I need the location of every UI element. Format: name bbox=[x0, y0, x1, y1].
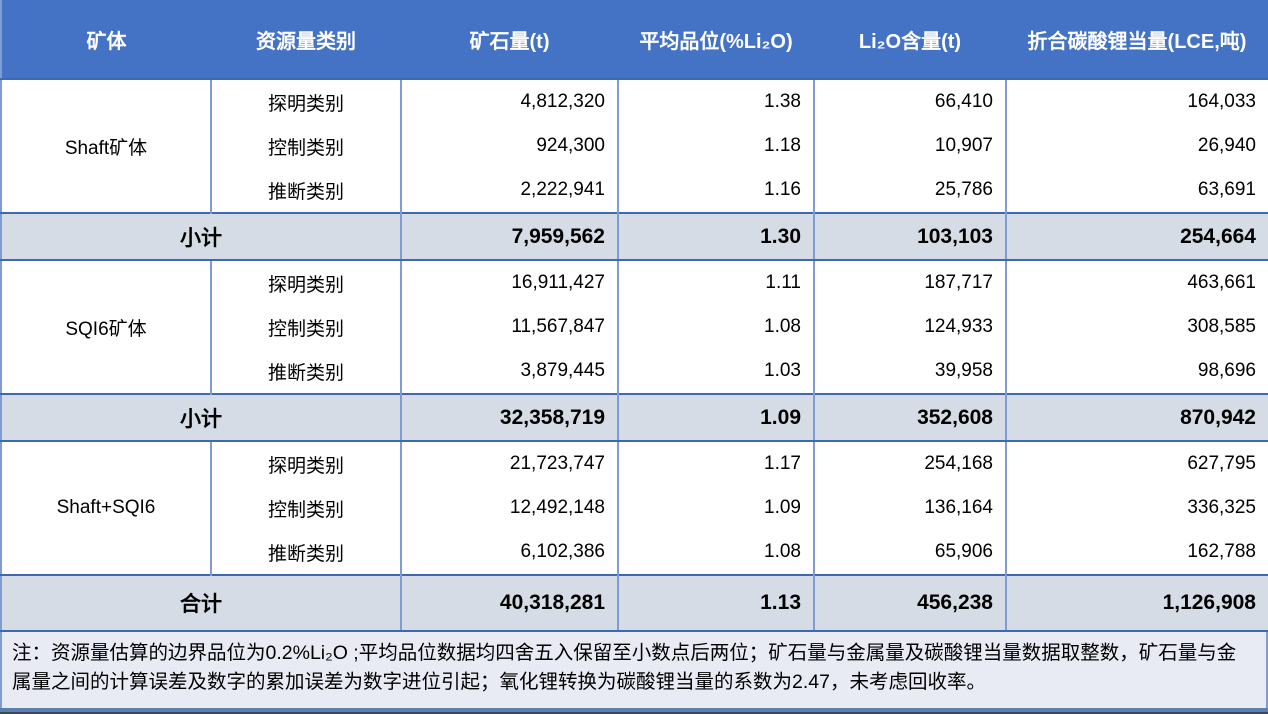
cell-category: 控制类别 bbox=[210, 486, 401, 530]
subtotal-label: 小计 bbox=[1, 212, 401, 261]
cell-grade: 1.11 bbox=[617, 260, 814, 305]
cell-grade: 1.17 bbox=[617, 441, 814, 486]
cell-ore-quantity: 4,812,320 bbox=[400, 79, 618, 124]
table-row: 控制类别 11,567,847 1.08 124,933 308,585 bbox=[1, 305, 1268, 349]
grand-total-row: 合计 40,318,281 1.13 456,238 1,126,908 bbox=[1, 574, 1268, 632]
cell-lce: 308,585 bbox=[1005, 305, 1268, 349]
subtotal-row: 小计 32,358,719 1.09 352,608 870,942 bbox=[1, 393, 1268, 442]
table-row: 控制类别 924,300 1.18 10,907 26,940 bbox=[1, 124, 1268, 168]
cell-category: 推断类别 bbox=[210, 168, 401, 213]
cell-grade: 1.09 bbox=[617, 486, 814, 530]
ore-body-name: Shaft+SQI6 bbox=[1, 441, 211, 575]
cell-ore-quantity: 6,102,386 bbox=[400, 530, 618, 575]
header-ore-quantity: 矿石量(t) bbox=[401, 0, 618, 80]
cell-li2o: 10,907 bbox=[813, 124, 1006, 168]
cell-li2o: 39,958 bbox=[813, 349, 1006, 394]
cell-grade: 1.08 bbox=[617, 305, 814, 349]
total-grade: 1.13 bbox=[617, 574, 814, 632]
resource-table: 矿体 资源量类别 矿石量(t) 平均品位(%Li₂O) Li₂O含量(t) 折合… bbox=[0, 0, 1268, 632]
subtotal-ore-quantity: 32,358,719 bbox=[400, 393, 618, 442]
cell-category: 探明类别 bbox=[210, 441, 401, 486]
cell-category: 推断类别 bbox=[210, 349, 401, 394]
footnote: 注：资源量估算的边界品位为0.2%Li₂O ;平均品位数据均四舍五入保留至小数点… bbox=[0, 632, 1268, 708]
cell-li2o: 187,717 bbox=[813, 260, 1006, 305]
subtotal-lce: 870,942 bbox=[1005, 393, 1268, 442]
cell-li2o: 25,786 bbox=[813, 168, 1006, 213]
group-shaft: Shaft矿体 探明类别 4,812,320 1.38 66,410 164,0… bbox=[1, 79, 1268, 261]
header-average-grade: 平均品位(%Li₂O) bbox=[618, 0, 814, 80]
header-li2o-content: Li₂O含量(t) bbox=[814, 0, 1006, 80]
cell-grade: 1.16 bbox=[617, 168, 814, 213]
subtotal-label: 小计 bbox=[1, 393, 401, 442]
subtotal-grade: 1.30 bbox=[617, 212, 814, 261]
bottom-rule bbox=[0, 708, 1268, 712]
header-row: 矿体 资源量类别 矿石量(t) 平均品位(%Li₂O) Li₂O含量(t) 折合… bbox=[1, 0, 1268, 80]
table-header: 矿体 资源量类别 矿石量(t) 平均品位(%Li₂O) Li₂O含量(t) 折合… bbox=[1, 0, 1268, 80]
cell-ore-quantity: 16,911,427 bbox=[400, 260, 618, 305]
table-row: 推断类别 2,222,941 1.16 25,786 63,691 bbox=[1, 168, 1268, 213]
cell-grade: 1.03 bbox=[617, 349, 814, 394]
cell-lce: 98,696 bbox=[1005, 349, 1268, 394]
cell-lce: 463,661 bbox=[1005, 260, 1268, 305]
header-resource-category: 资源量类别 bbox=[211, 0, 401, 80]
subtotal-li2o: 352,608 bbox=[813, 393, 1006, 442]
table-row: 推断类别 3,879,445 1.03 39,958 98,696 bbox=[1, 349, 1268, 394]
table-row: Shaft矿体 探明类别 4,812,320 1.38 66,410 164,0… bbox=[1, 79, 1268, 213]
subtotal-row: 小计 7,959,562 1.30 103,103 254,664 bbox=[1, 212, 1268, 261]
cell-ore-quantity: 11,567,847 bbox=[400, 305, 618, 349]
group-sqi6: SQI6矿体 探明类别 16,911,427 1.11 187,717 463,… bbox=[1, 260, 1268, 442]
table-row: SQI6矿体 探明类别 16,911,427 1.11 187,717 463,… bbox=[1, 260, 1268, 394]
cell-category: 控制类别 bbox=[210, 124, 401, 168]
grand-total-label: 合计 bbox=[1, 574, 401, 632]
cell-category: 探明类别 bbox=[210, 260, 401, 305]
cell-ore-quantity: 2,222,941 bbox=[400, 168, 618, 213]
total-li2o: 456,238 bbox=[813, 574, 1006, 632]
subtotal-ore-quantity: 7,959,562 bbox=[400, 212, 618, 261]
group-combined: Shaft+SQI6 探明类别 21,723,747 1.17 254,168 … bbox=[1, 441, 1268, 632]
cell-li2o: 254,168 bbox=[813, 441, 1006, 486]
total-lce: 1,126,908 bbox=[1005, 574, 1268, 632]
table-row: Shaft+SQI6 探明类别 21,723,747 1.17 254,168 … bbox=[1, 441, 1268, 575]
cell-ore-quantity: 21,723,747 bbox=[400, 441, 618, 486]
cell-ore-quantity: 3,879,445 bbox=[400, 349, 618, 394]
subtotal-lce: 254,664 bbox=[1005, 212, 1268, 261]
cell-lce: 627,795 bbox=[1005, 441, 1268, 486]
table-row: 推断类别 6,102,386 1.08 65,906 162,788 bbox=[1, 530, 1268, 575]
header-lce-equivalent: 折合碳酸锂当量(LCE,吨) bbox=[1006, 0, 1268, 80]
subtotal-grade: 1.09 bbox=[617, 393, 814, 442]
cell-li2o: 65,906 bbox=[813, 530, 1006, 575]
cell-lce: 164,033 bbox=[1005, 79, 1268, 124]
cell-li2o: 124,933 bbox=[813, 305, 1006, 349]
subtotal-li2o: 103,103 bbox=[813, 212, 1006, 261]
cell-lce: 63,691 bbox=[1005, 168, 1268, 213]
total-ore-quantity: 40,318,281 bbox=[400, 574, 618, 632]
cell-grade: 1.38 bbox=[617, 79, 814, 124]
cell-ore-quantity: 924,300 bbox=[400, 124, 618, 168]
header-ore-body: 矿体 bbox=[1, 0, 211, 80]
cell-lce: 336,325 bbox=[1005, 486, 1268, 530]
ore-body-name: Shaft矿体 bbox=[1, 79, 211, 213]
cell-category: 探明类别 bbox=[210, 79, 401, 124]
cell-li2o: 136,164 bbox=[813, 486, 1006, 530]
cell-lce: 26,940 bbox=[1005, 124, 1268, 168]
window-bottom-edge bbox=[0, 712, 1268, 714]
cell-category: 控制类别 bbox=[210, 305, 401, 349]
cell-lce: 162,788 bbox=[1005, 530, 1268, 575]
cell-ore-quantity: 12,492,148 bbox=[400, 486, 618, 530]
cell-grade: 1.18 bbox=[617, 124, 814, 168]
table-row: 控制类别 12,492,148 1.09 136,164 336,325 bbox=[1, 486, 1268, 530]
cell-li2o: 66,410 bbox=[813, 79, 1006, 124]
cell-category: 推断类别 bbox=[210, 530, 401, 575]
cell-grade: 1.08 bbox=[617, 530, 814, 575]
ore-body-name: SQI6矿体 bbox=[1, 260, 211, 394]
